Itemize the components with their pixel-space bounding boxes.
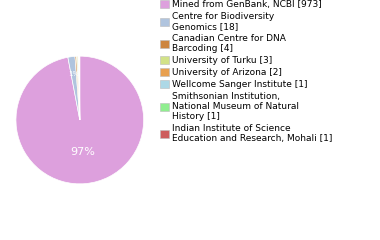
Legend: Mined from GenBank, NCBI [973], Centre for Biodiversity
Genomics [18], Canadian : Mined from GenBank, NCBI [973], Centre f… (160, 0, 332, 144)
Wedge shape (68, 56, 80, 120)
Wedge shape (79, 56, 80, 120)
Wedge shape (75, 56, 80, 120)
Wedge shape (79, 56, 80, 120)
Wedge shape (78, 56, 80, 120)
Text: 97%: 97% (70, 147, 95, 157)
Wedge shape (79, 56, 80, 120)
Wedge shape (77, 56, 80, 120)
Wedge shape (16, 56, 144, 184)
Text: 1%: 1% (68, 72, 79, 78)
